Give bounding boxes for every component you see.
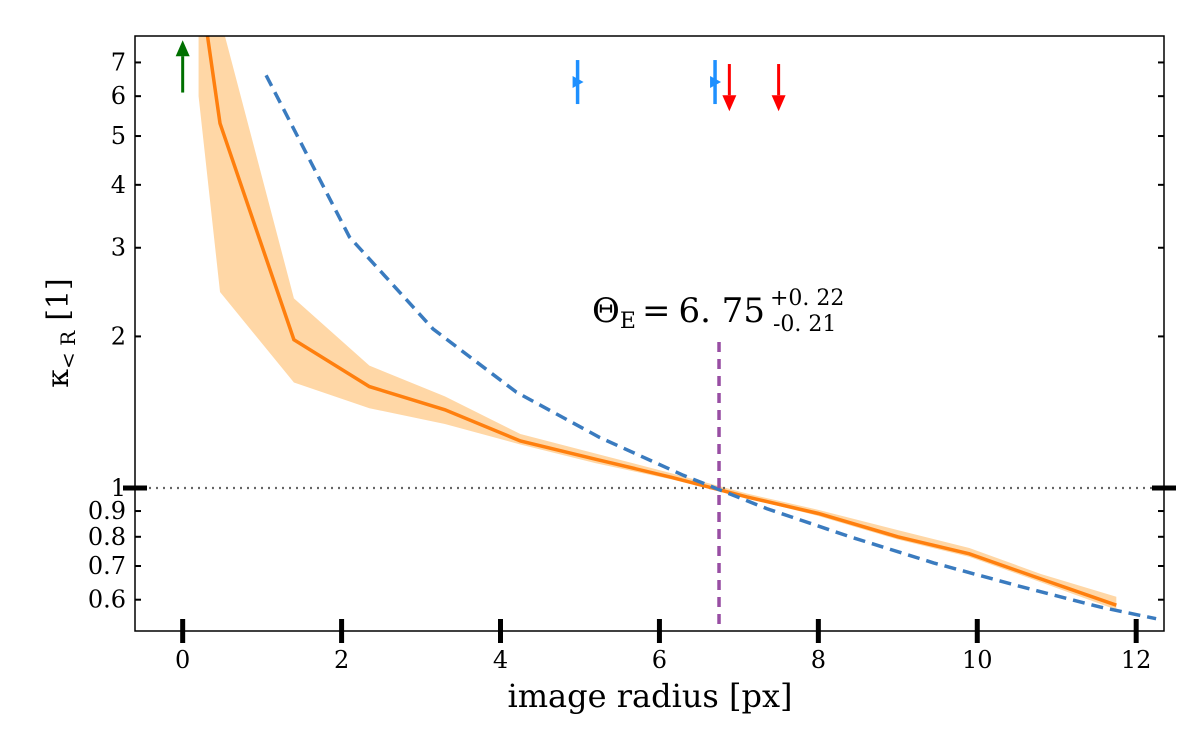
annotation-plus: +0. 22 bbox=[770, 286, 844, 311]
annotation-equals: = bbox=[642, 291, 671, 331]
y-tick-label: 4 bbox=[111, 171, 126, 199]
y-tick-label: 5 bbox=[111, 122, 126, 150]
line-layer bbox=[135, 36, 1164, 631]
x-tick-label: 6 bbox=[652, 646, 667, 674]
limit-arrow-head bbox=[722, 95, 737, 112]
y-tick-label: 1 bbox=[111, 474, 126, 502]
y-tick-label: 2 bbox=[111, 322, 126, 350]
annotation-minus: -0. 21 bbox=[773, 312, 836, 337]
y-axis-label-unit: [1] bbox=[41, 278, 76, 321]
x-tick-label: 12 bbox=[1121, 646, 1152, 674]
y-tick-label: 0.9 bbox=[88, 497, 126, 525]
x-tick-label: 10 bbox=[962, 646, 993, 674]
y-tick-label: 7 bbox=[111, 48, 126, 76]
annotation-symbol: Θ bbox=[592, 291, 620, 331]
marker-layer bbox=[175, 40, 786, 112]
einstein-annotation: ΘE = 6. 75 +0. 22 -0. 21 bbox=[592, 286, 844, 337]
x-tick-label: 2 bbox=[334, 646, 349, 674]
series-line-median bbox=[205, 36, 1117, 607]
y-axis-label: κ< R [1] bbox=[41, 278, 80, 387]
y-axis-label-sub: < R bbox=[56, 330, 80, 369]
y-tick-label: 0.7 bbox=[88, 552, 126, 580]
series-line-reference bbox=[264, 74, 1157, 621]
svg-text:κ< R[1]: κ< R [1] bbox=[41, 278, 80, 387]
y-axis-label-main: κ bbox=[41, 369, 76, 388]
annotation-subscript: E bbox=[620, 309, 636, 334]
measurement-marker-caret bbox=[710, 76, 722, 89]
limit-arrow-head bbox=[771, 95, 786, 112]
y-tick-label: 3 bbox=[111, 234, 126, 262]
x-tick-label: 8 bbox=[811, 646, 826, 674]
limit-arrow-head bbox=[175, 40, 190, 57]
measurement-marker-caret bbox=[572, 76, 584, 89]
x-tick-label: 0 bbox=[175, 646, 190, 674]
annotation-value: 6. 75 bbox=[678, 291, 765, 331]
y-tick-label: 6 bbox=[111, 82, 126, 110]
x-tick-label: 4 bbox=[493, 646, 508, 674]
y-tick-label: 0.8 bbox=[88, 523, 126, 551]
x-axis-label: image radius [px] bbox=[507, 677, 792, 715]
y-tick-label: 0.6 bbox=[88, 586, 126, 614]
svg-text:ΘE=6. 75: ΘE = 6. 75 bbox=[592, 291, 765, 334]
plot-frame bbox=[134, 35, 1165, 632]
